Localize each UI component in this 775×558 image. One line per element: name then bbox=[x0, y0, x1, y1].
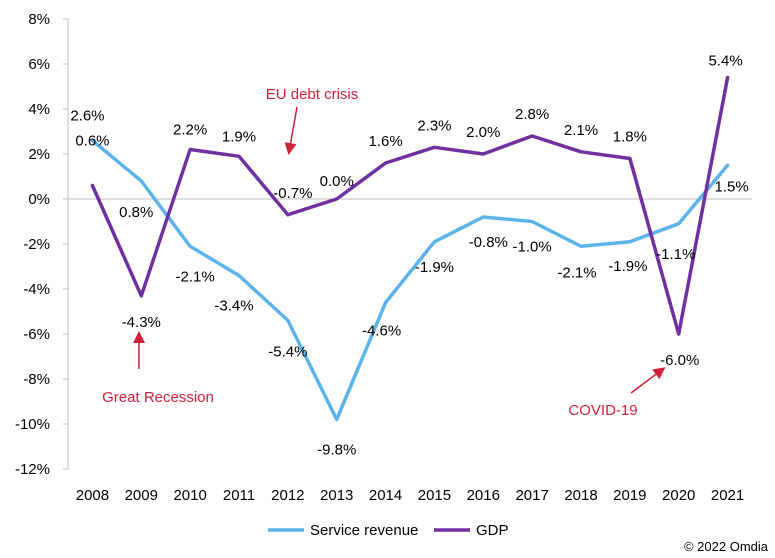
data-label: 0.6% bbox=[75, 133, 109, 150]
data-point bbox=[432, 240, 436, 244]
annotation-arrow bbox=[630, 367, 666, 394]
data-point bbox=[286, 213, 290, 217]
data-point bbox=[90, 139, 94, 142]
data-label: -5.4% bbox=[268, 344, 307, 361]
annotation-arrow bbox=[284, 106, 298, 155]
data-label: 1.6% bbox=[368, 133, 402, 150]
x-tick-label: 2020 bbox=[662, 487, 695, 504]
x-tick-label: 2015 bbox=[418, 487, 451, 504]
legend-label-gdp: GDP bbox=[476, 522, 509, 539]
data-point bbox=[139, 179, 143, 183]
data-point bbox=[579, 244, 583, 248]
data-point bbox=[726, 163, 730, 167]
y-tick-label: -8% bbox=[23, 371, 50, 388]
data-label: -1.9% bbox=[608, 258, 647, 275]
x-tick-label: 2008 bbox=[76, 487, 109, 504]
y-tick-label: -6% bbox=[23, 326, 50, 343]
data-point bbox=[579, 150, 583, 154]
data-point bbox=[530, 134, 534, 138]
data-label: -2.1% bbox=[557, 264, 596, 281]
data-label: 2.2% bbox=[173, 122, 207, 139]
y-tick-label: 4% bbox=[28, 101, 50, 118]
data-point bbox=[139, 294, 143, 298]
copyright-text: © 2022 Omdia bbox=[684, 539, 769, 554]
data-label: 2.0% bbox=[466, 124, 500, 141]
data-label: 2.3% bbox=[417, 117, 451, 134]
data-label: -0.8% bbox=[469, 234, 508, 251]
data-point bbox=[726, 76, 730, 79]
data-label: -4.3% bbox=[122, 314, 161, 331]
x-tick-label: 2009 bbox=[125, 487, 158, 504]
data-label: 5.4% bbox=[708, 53, 742, 70]
data-label: -1.1% bbox=[656, 246, 695, 263]
data-label: -9.8% bbox=[317, 442, 356, 459]
data-label: 2.1% bbox=[564, 122, 598, 139]
y-tick-label: 0% bbox=[28, 191, 50, 208]
data-label: 2.8% bbox=[515, 106, 549, 123]
data-label: -4.6% bbox=[362, 323, 401, 340]
data-label: 2.6% bbox=[70, 108, 104, 125]
y-tick-label: 6% bbox=[28, 56, 50, 73]
y-tick-label: 2% bbox=[28, 146, 50, 163]
y-tick-label: -2% bbox=[23, 236, 50, 253]
data-point bbox=[90, 184, 94, 187]
series-line-service-revenue bbox=[90, 138, 730, 422]
data-point bbox=[677, 222, 681, 226]
data-point bbox=[335, 418, 339, 421]
data-label: -1.9% bbox=[415, 259, 454, 276]
data-point bbox=[237, 154, 241, 158]
x-tick-label: 2017 bbox=[515, 487, 548, 504]
data-label: -3.4% bbox=[214, 298, 253, 315]
data-label: -1.0% bbox=[513, 239, 552, 256]
y-tick-label: 8% bbox=[28, 11, 50, 28]
y-tick-label: -4% bbox=[23, 281, 50, 298]
data-point bbox=[432, 145, 436, 149]
data-label: 1.9% bbox=[222, 128, 256, 145]
data-label: 0.8% bbox=[119, 204, 153, 221]
data-point bbox=[188, 148, 192, 151]
data-label: 0.0% bbox=[320, 173, 354, 190]
annotation-label: Great Recession bbox=[102, 389, 214, 406]
data-label: -0.7% bbox=[273, 185, 312, 202]
x-tick-label: 2011 bbox=[223, 487, 255, 504]
data-point bbox=[384, 301, 388, 304]
x-tick-label: 2014 bbox=[369, 487, 402, 504]
data-point bbox=[286, 319, 290, 322]
data-point bbox=[677, 332, 681, 336]
x-tick-label: 2018 bbox=[564, 487, 597, 504]
data-point bbox=[384, 161, 388, 165]
data-label: 1.5% bbox=[714, 178, 748, 195]
x-tick-label: 2012 bbox=[271, 487, 304, 504]
data-point bbox=[530, 220, 534, 223]
data-point bbox=[188, 244, 192, 248]
data-point bbox=[237, 274, 241, 277]
data-label: 1.8% bbox=[613, 129, 647, 146]
x-tick-label: 2021 bbox=[711, 487, 744, 504]
data-point bbox=[335, 197, 339, 201]
series-line-gdp bbox=[90, 75, 730, 336]
data-label: -2.1% bbox=[176, 268, 215, 285]
annotation-label: EU debt crisis bbox=[266, 86, 359, 103]
data-point bbox=[481, 215, 485, 219]
y-tick-label: -10% bbox=[15, 416, 50, 433]
data-point bbox=[628, 240, 632, 244]
data-label: -6.0% bbox=[660, 352, 699, 369]
annotation-label: COVID-19 bbox=[568, 402, 637, 419]
x-tick-label: 2013 bbox=[320, 487, 353, 504]
legend-label-service-revenue: Service revenue bbox=[310, 522, 418, 539]
data-point bbox=[628, 157, 632, 160]
y-tick-label: -12% bbox=[15, 461, 50, 478]
data-point bbox=[481, 152, 485, 156]
x-tick-label: 2016 bbox=[467, 487, 500, 504]
x-tick-label: 2019 bbox=[613, 487, 646, 504]
x-tick-label: 2010 bbox=[173, 487, 206, 504]
